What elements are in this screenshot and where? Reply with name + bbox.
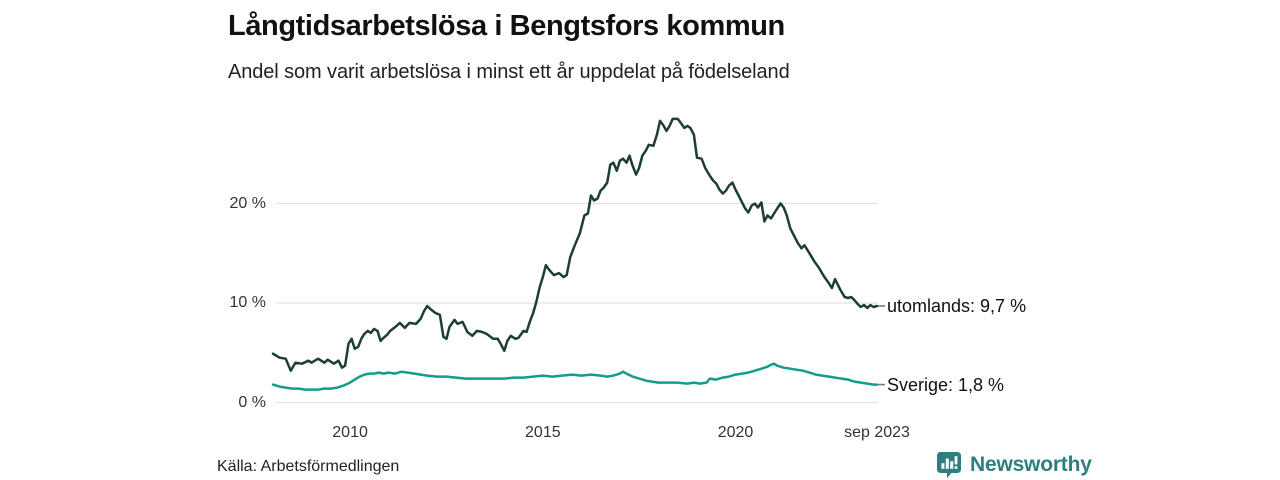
series-line-utomlands [271, 117, 879, 372]
x-axis-label-sep-2023: sep 2023 [844, 424, 910, 441]
source-note: Källa: Arbetsförmedlingen [217, 458, 400, 475]
series-label-utomlands: utomlands: 9,7 % [887, 295, 1027, 316]
y-axis-label-20: 20 % [229, 194, 266, 212]
y-axis-label-10: 10 % [229, 294, 266, 311]
newsworthy-logo[interactable]: Newsworthy [936, 451, 1092, 479]
x-axis-label-2010: 2010 [332, 424, 368, 441]
series-line-Sverige [271, 362, 879, 391]
y-axis-label-0: 0 % [238, 393, 266, 411]
series-label-Sverige: Sverige: 1,8 % [887, 374, 1005, 395]
brand-name: Newsworthy [970, 453, 1092, 476]
chart-subtitle: Andel som varit arbetslösa i minst ett å… [228, 61, 790, 83]
x-axis-label-2015: 2015 [525, 424, 561, 441]
chart-title: Långtidsarbetslösa i Bengtsfors kommun [228, 10, 785, 42]
x-axis-label-2020: 2020 [717, 424, 754, 441]
newsworthy-chart-bubble-icon [937, 452, 961, 479]
